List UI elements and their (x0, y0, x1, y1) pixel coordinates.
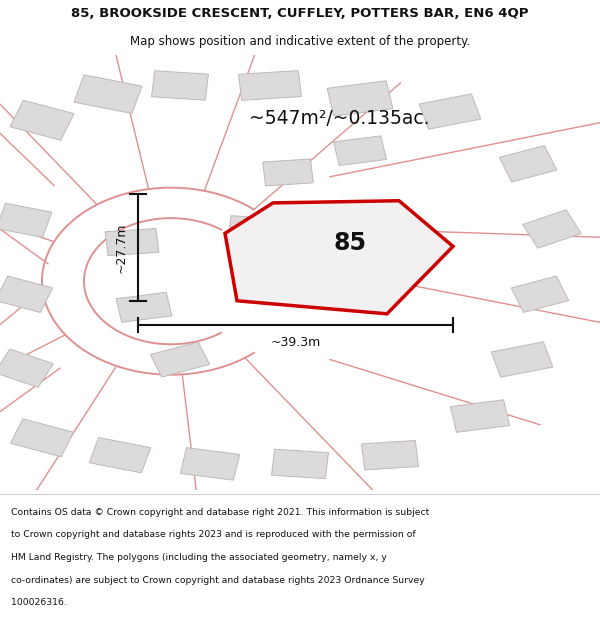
Text: Map shows position and indicative extent of the property.: Map shows position and indicative extent… (130, 35, 470, 48)
Text: 100026316.: 100026316. (11, 598, 67, 608)
Polygon shape (499, 146, 557, 182)
Polygon shape (327, 81, 393, 116)
Polygon shape (105, 229, 159, 256)
Polygon shape (263, 159, 313, 186)
Text: 85: 85 (334, 231, 367, 255)
Polygon shape (0, 203, 52, 238)
Polygon shape (523, 210, 581, 248)
Polygon shape (74, 75, 142, 113)
Polygon shape (362, 441, 418, 470)
Text: co-ordinates) are subject to Crown copyright and database rights 2023 Ordnance S: co-ordinates) are subject to Crown copyr… (11, 576, 425, 584)
Polygon shape (491, 342, 553, 377)
Polygon shape (10, 100, 74, 140)
Polygon shape (228, 216, 276, 242)
Text: ~27.7m: ~27.7m (115, 222, 128, 272)
Text: ~39.3m: ~39.3m (271, 336, 320, 349)
Polygon shape (511, 276, 569, 312)
Text: HM Land Registry. The polygons (including the associated geometry, namely x, y: HM Land Registry. The polygons (includin… (11, 553, 386, 562)
Polygon shape (0, 276, 53, 312)
Text: ~547m²/~0.135ac.: ~547m²/~0.135ac. (249, 109, 429, 127)
Polygon shape (10, 419, 74, 457)
Polygon shape (225, 201, 453, 314)
Polygon shape (180, 448, 240, 480)
Text: Contains OS data © Crown copyright and database right 2021. This information is : Contains OS data © Crown copyright and d… (11, 508, 429, 516)
Polygon shape (239, 71, 301, 101)
Polygon shape (152, 71, 208, 100)
Polygon shape (89, 438, 151, 473)
Polygon shape (419, 94, 481, 129)
Text: to Crown copyright and database rights 2023 and is reproduced with the permissio: to Crown copyright and database rights 2… (11, 530, 415, 539)
Polygon shape (272, 449, 328, 479)
Polygon shape (450, 400, 510, 432)
Polygon shape (0, 349, 53, 388)
Polygon shape (116, 292, 172, 322)
Polygon shape (151, 342, 209, 377)
Polygon shape (334, 136, 386, 166)
Text: 85, BROOKSIDE CRESCENT, CUFFLEY, POTTERS BAR, EN6 4QP: 85, BROOKSIDE CRESCENT, CUFFLEY, POTTERS… (71, 8, 529, 20)
